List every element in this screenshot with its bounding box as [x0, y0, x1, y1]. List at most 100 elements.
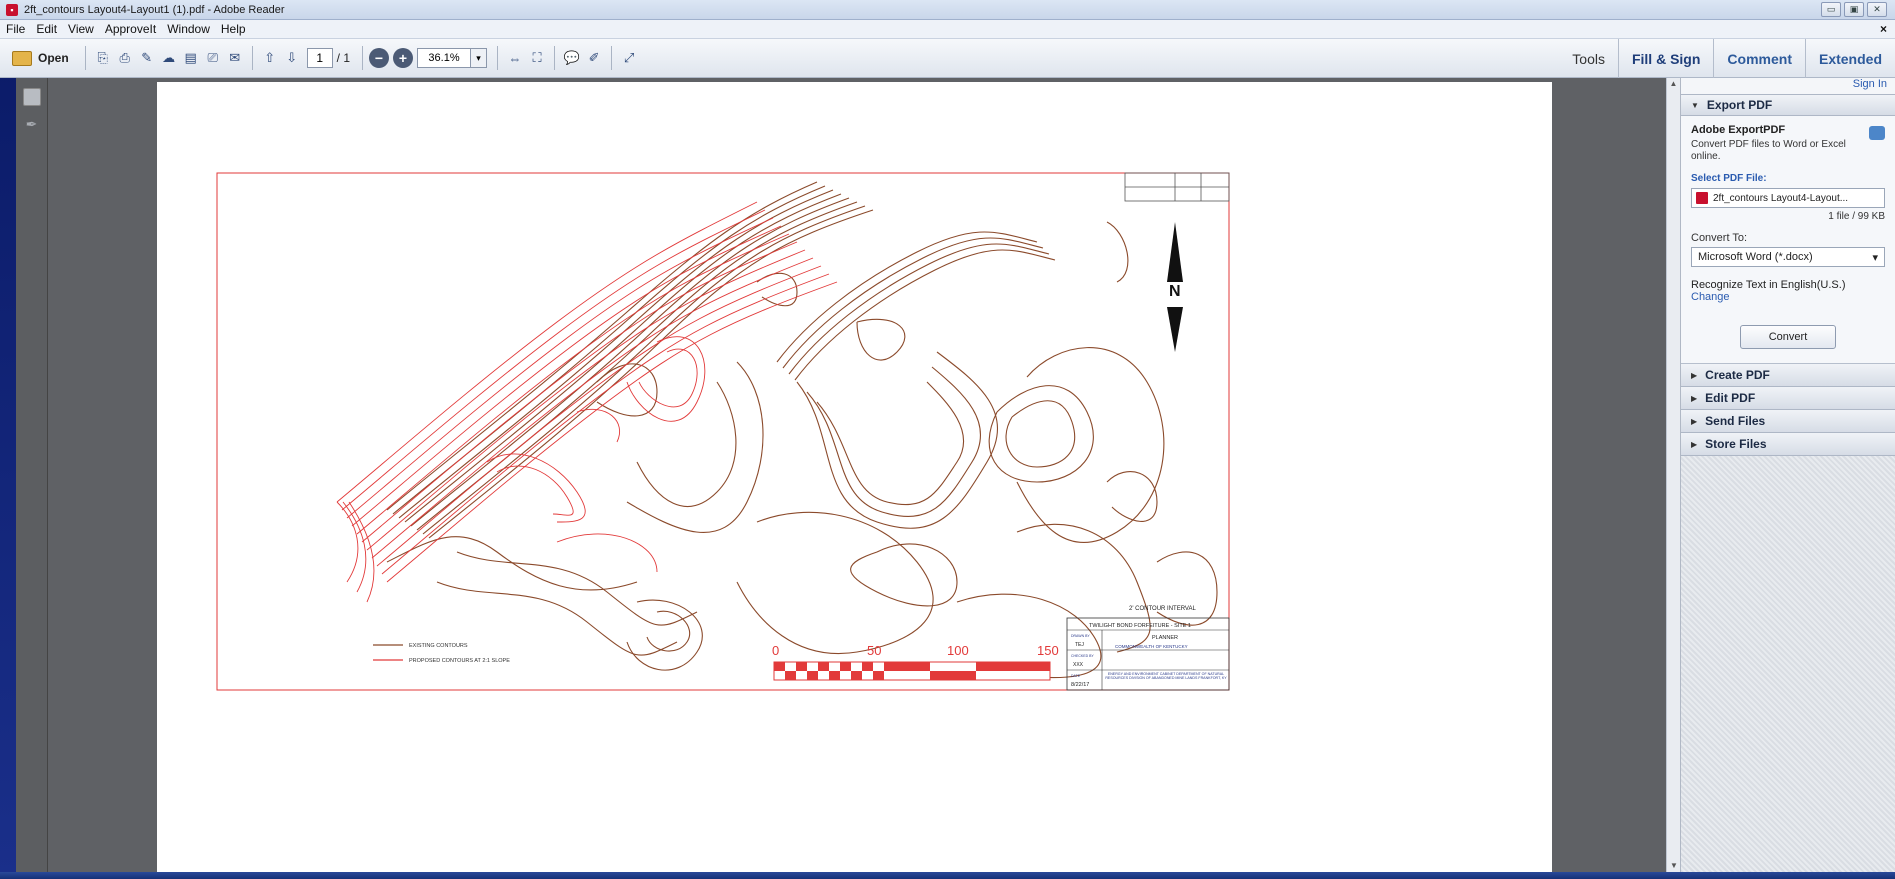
- task-pane: Sign In ▼ Export PDF Adobe ExportPDF Con…: [1680, 78, 1895, 872]
- department-label: ENERGY AND ENVIRONMENT CABINET DEPARTMEN…: [1105, 672, 1227, 681]
- send-files-header[interactable]: ▶ Send Files: [1681, 410, 1895, 433]
- agency-label: COMMONWEALTH OF KENTUCKY: [1115, 644, 1188, 649]
- create-pdf-icon[interactable]: ⎘: [97, 50, 108, 65]
- convert-button[interactable]: Convert: [1740, 325, 1836, 349]
- zoom-level-input[interactable]: 36.1%: [417, 48, 472, 68]
- minimize-button[interactable]: ▭: [1821, 2, 1841, 17]
- contour-interval-label: 2' CONTOUR INTERVAL: [1129, 606, 1196, 612]
- export-pdf-header[interactable]: ▼ Export PDF: [1681, 94, 1895, 116]
- scale-label-150: 150: [1037, 643, 1059, 658]
- legend-proposed: PROPOSED CONTOURS AT 2:1 SLOPE: [409, 658, 510, 664]
- export-service-icon: [1869, 126, 1885, 140]
- upload-cloud-icon[interactable]: ☁: [162, 50, 176, 65]
- edit-pen-icon[interactable]: ✎: [141, 50, 153, 65]
- task-pane-tabs: Tools Fill & Sign Comment Extended: [1559, 39, 1895, 78]
- print-icon[interactable]: ⎚: [207, 50, 218, 65]
- scale-bar: 0 50 100 150: [772, 643, 1059, 681]
- legend-existing: EXISTING CONTOURS: [409, 643, 468, 649]
- convert-format-select[interactable]: Microsoft Word (*.docx) ▾: [1691, 247, 1885, 267]
- sheet-border: [216, 172, 1230, 691]
- comment-bubble-icon[interactable]: 💬: [563, 50, 581, 65]
- menu-file[interactable]: File: [6, 22, 26, 36]
- expand-fullscreen-icon[interactable]: ⤢: [623, 50, 635, 65]
- drawn-by-value: TEJ: [1075, 642, 1084, 648]
- previous-page-icon[interactable]: ⇧: [264, 50, 276, 65]
- selected-file-field[interactable]: 2ft_contours Layout4-Layout...: [1691, 188, 1885, 208]
- convert-format-value: Microsoft Word (*.docx): [1698, 251, 1813, 263]
- page-number-input[interactable]: 1: [306, 48, 333, 68]
- next-page-icon[interactable]: ⇩: [286, 50, 298, 65]
- folder-icon: [12, 50, 32, 66]
- export-pdf-panel: Adobe ExportPDF Convert PDF files to Wor…: [1681, 116, 1895, 364]
- menu-edit[interactable]: Edit: [36, 22, 58, 36]
- menu-bar: File Edit View ApproveIt Window Help ×: [0, 20, 1895, 39]
- menu-approveit[interactable]: ApproveIt: [104, 22, 157, 36]
- tab-extended[interactable]: Extended: [1804, 39, 1895, 78]
- fit-width-icon[interactable]: ⇔: [508, 50, 522, 66]
- pdf-export-icon[interactable]: ⎙: [119, 50, 130, 65]
- fit-page-icon[interactable]: ⛶: [532, 50, 542, 65]
- expanded-triangle-icon: ▼: [1691, 100, 1699, 110]
- proposed-contours: [336, 201, 838, 603]
- change-language-link[interactable]: Change: [1691, 291, 1730, 303]
- page-total: / 1: [336, 51, 351, 65]
- title-block: TWILIGHT BOND FORFEITURE - SITE 1 DRAWN …: [1066, 617, 1230, 691]
- collapsed-triangle-icon: ▶: [1691, 370, 1698, 380]
- store-files-header[interactable]: ▶ Store Files: [1681, 433, 1895, 456]
- window-title: 2ft_contours Layout4-Layout1 (1).pdf - A…: [24, 3, 285, 16]
- window-controls: ▭ ▣ ✕: [1821, 2, 1887, 17]
- title-bar: ▪ 2ft_contours Layout4-Layout1 (1).pdf -…: [0, 0, 1895, 20]
- create-pdf-header[interactable]: ▶ Create PDF: [1681, 364, 1895, 387]
- toolbar-separator: [611, 46, 613, 70]
- close-button[interactable]: ✕: [1867, 2, 1887, 17]
- zoom-in-button[interactable]: +: [393, 48, 414, 68]
- toolbar-separator: [84, 46, 86, 70]
- menu-window[interactable]: Window: [167, 22, 210, 36]
- navigation-pane: ✒: [16, 78, 48, 872]
- document-viewer[interactable]: N 2' CONTOUR INTERVAL EXISTING CONTOURS …: [48, 78, 1666, 872]
- pdf-file-icon: [1696, 192, 1708, 204]
- tab-tools[interactable]: Tools: [1572, 50, 1605, 67]
- scroll-up-icon[interactable]: ▲: [1669, 79, 1678, 88]
- maximize-button[interactable]: ▣: [1844, 2, 1864, 17]
- date-label: DATE: [1071, 674, 1081, 678]
- email-icon[interactable]: ✉: [229, 50, 241, 65]
- scale-label-100: 100: [947, 643, 969, 658]
- zoom-out-button[interactable]: −: [369, 48, 390, 68]
- chevron-down-icon: ▾: [1872, 251, 1878, 264]
- page-thumbnails-icon[interactable]: [22, 88, 41, 106]
- taskbar: [0, 872, 1895, 879]
- signature-pen-icon[interactable]: ✒: [25, 116, 38, 132]
- zoom-dropdown-button[interactable]: ▾: [471, 48, 488, 68]
- menu-view[interactable]: View: [68, 22, 94, 36]
- collapsed-triangle-icon: ▶: [1691, 416, 1698, 426]
- sign-in-link[interactable]: Sign In: [1681, 78, 1895, 94]
- north-arrow: N: [1167, 222, 1183, 352]
- open-button[interactable]: Open: [6, 45, 75, 71]
- toolbar-separator: [362, 46, 364, 70]
- contour-drawing: N 2' CONTOUR INTERVAL EXISTING CONTOURS …: [216, 172, 1230, 691]
- create-pdf-title: Create PDF: [1705, 368, 1770, 382]
- scroll-down-icon[interactable]: ▼: [1670, 861, 1678, 870]
- edit-pdf-title: Edit PDF: [1705, 391, 1756, 405]
- project-title: TWILIGHT BOND FORFEITURE - SITE 1: [1089, 623, 1191, 629]
- toolbar: Open ⎘ ⎙ ✎ ☁ ▤ ⎚ ✉ ⇧ ⇩ 1 / 1 − + 36.1% ▾…: [0, 39, 1895, 78]
- toolbar-separator: [554, 46, 556, 70]
- date-value: 8/22/17: [1071, 682, 1089, 688]
- open-label: Open: [38, 51, 69, 65]
- collapsed-triangle-icon: ▶: [1691, 439, 1698, 449]
- adobe-exportpdf-title: Adobe ExportPDF: [1691, 124, 1786, 136]
- north-label: N: [1169, 283, 1181, 300]
- menu-help[interactable]: Help: [220, 22, 246, 36]
- save-icon[interactable]: ▤: [184, 50, 197, 65]
- vertical-scrollbar[interactable]: ▲ ▼: [1666, 78, 1680, 872]
- send-files-title: Send Files: [1705, 414, 1766, 428]
- tab-comment[interactable]: Comment: [1713, 39, 1805, 78]
- close-document-icon[interactable]: ×: [1879, 22, 1887, 36]
- tab-fill-sign[interactable]: Fill & Sign: [1617, 39, 1713, 78]
- edit-pdf-header[interactable]: ▶ Edit PDF: [1681, 387, 1895, 410]
- export-pdf-title: Export PDF: [1706, 98, 1773, 112]
- existing-contours: [386, 181, 1218, 679]
- highlight-comment-icon[interactable]: ✐: [588, 50, 600, 65]
